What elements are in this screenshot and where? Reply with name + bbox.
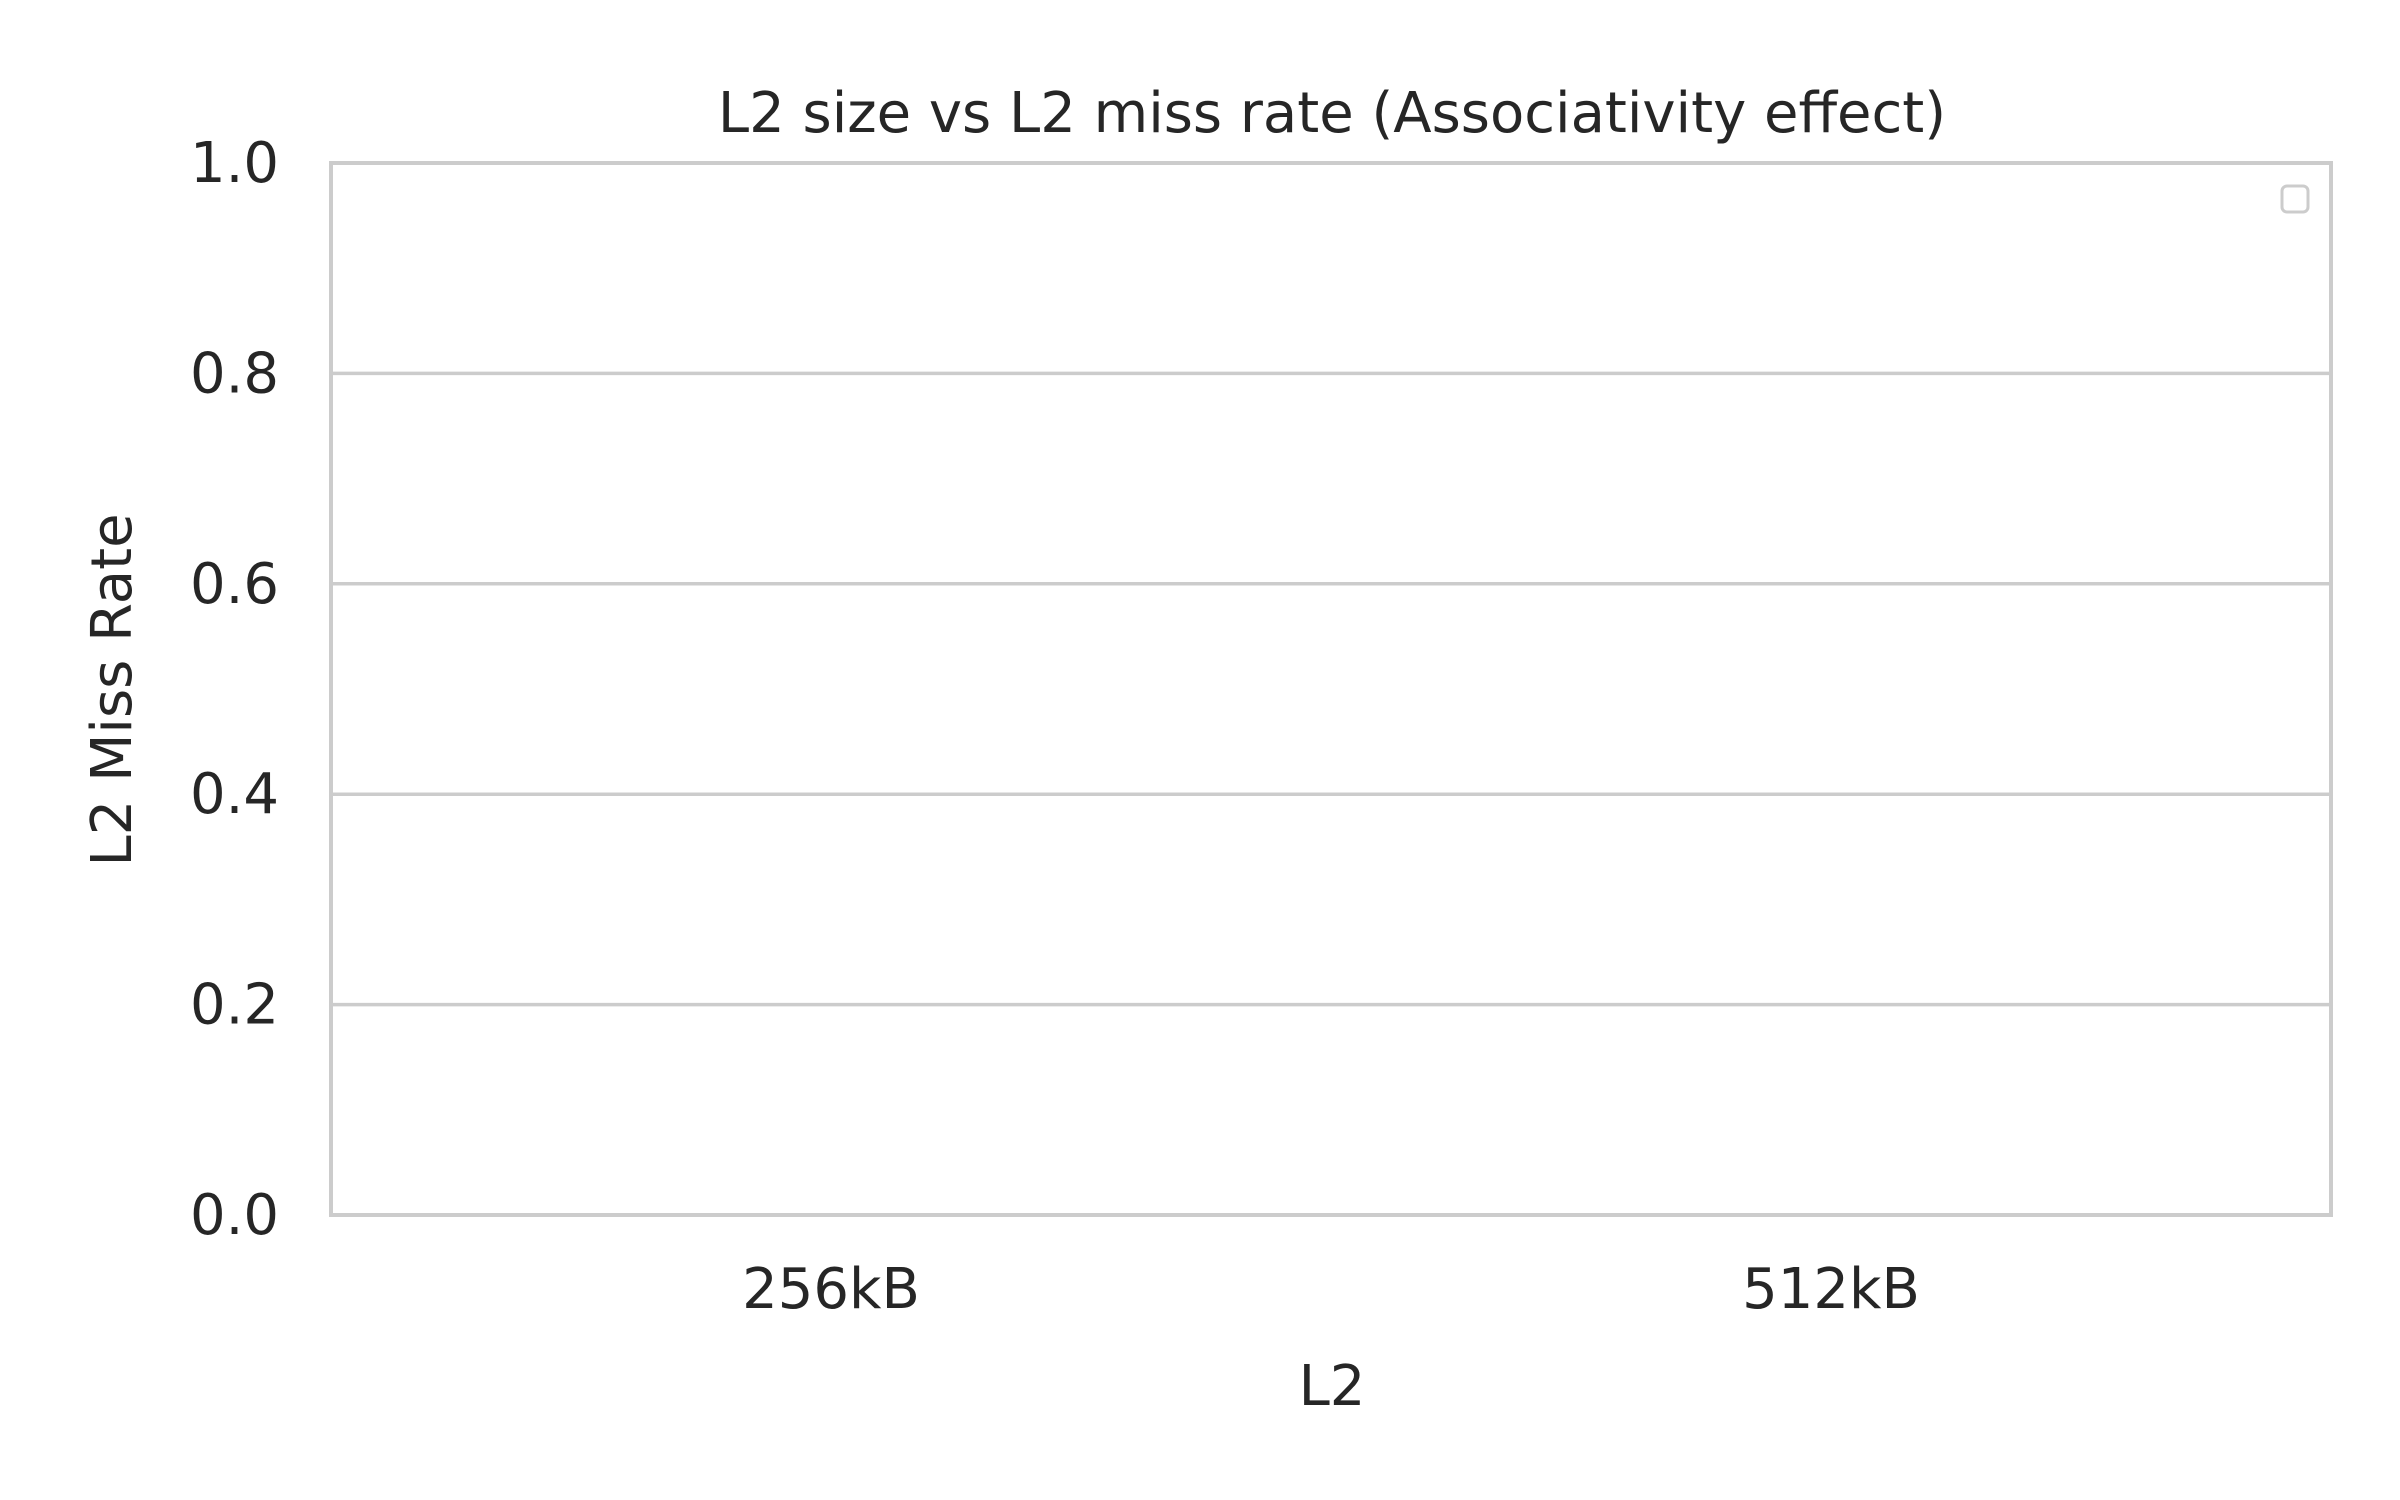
chart-title: L2 size vs L2 miss rate (Associativity e… xyxy=(718,81,1946,146)
y-tick-label: 0.6 xyxy=(190,552,279,617)
y-tick-label: 1.0 xyxy=(190,131,279,196)
x-axis-label: L2 xyxy=(1299,1354,1366,1419)
x-tick-label: 256kB xyxy=(742,1257,920,1322)
y-tick-labels: 0.0 0.2 0.4 0.6 0.8 1.0 xyxy=(190,131,279,1248)
x-tick-labels: 256kB 512kB xyxy=(742,1257,1920,1322)
x-tick-label: 512kB xyxy=(1742,1257,1920,1322)
plot-area xyxy=(329,161,2333,1217)
y-tick-label: 0.0 xyxy=(190,1183,279,1248)
legend-box xyxy=(2280,184,2310,214)
y-tick-label: 0.4 xyxy=(190,762,279,827)
y-tick-label: 0.8 xyxy=(190,341,279,406)
y-axis-label: L2 Miss Rate xyxy=(80,513,145,866)
y-tick-label: 0.2 xyxy=(190,973,279,1038)
